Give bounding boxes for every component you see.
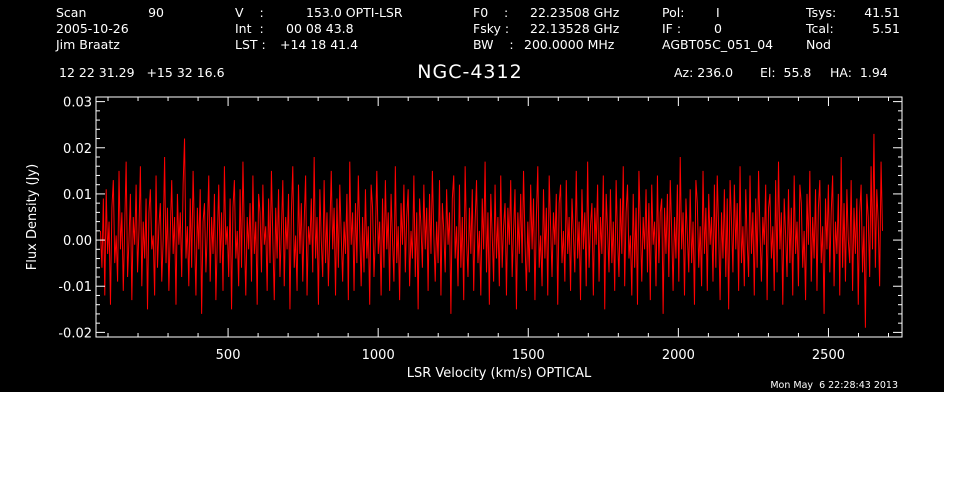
x-tick-label-500: 500 [216,348,241,363]
x-axis-label: LSR Velocity (km/s) OPTICAL [407,366,592,381]
pol-value: I [716,5,720,20]
integration-value: 00 08 43.8 [286,21,354,36]
lst-value: +14 18 41.4 [280,37,359,52]
chart-title: NGC-4312 [417,61,523,83]
x-tick-label-1500: 1500 [512,348,545,363]
series-layer [100,133,883,328]
y-tick-label-5: 0.03 [63,96,92,111]
tsys-label: Tsys: [806,5,837,20]
fsky-label: Fsky : [473,21,510,36]
bandwidth-label: BW : [473,37,514,52]
f0-label: F0 : [473,5,509,20]
observation-date: 2005-10-26 [56,21,129,36]
tcal-label: Tcal: [806,21,834,36]
y-axis-label: Flux Density (Jy) [25,164,40,270]
tsys-value: 41.51 [864,5,900,20]
velocity-label: V : [235,5,264,20]
scan-label: Scan [56,5,87,20]
velocity-value: 153.0 OPTI-LSR [306,5,403,20]
if-value: 0 [714,21,722,36]
lst-label: LST : [235,37,266,52]
y-tick-label-2: 0.00 [63,234,92,249]
y-tick-label-4: 0.02 [63,142,92,157]
project-id: AGBT05C_051_04 [662,37,774,52]
series-line-0 [100,133,883,328]
x-tick-label-1000: 1000 [362,348,395,363]
pol-label: Pol: [662,5,685,20]
plot-timestamp: Mon May 6 22:28:43 2013 [770,380,898,391]
azimuth: Az: 236.0 [674,65,734,80]
bandwidth-value: 200.0000 MHz [524,37,615,52]
observer-name: Jim Braatz [56,37,120,52]
y-tick-label-3: 0.01 [63,188,92,203]
if-label: IF : [662,21,682,36]
integration-label: Int : [235,21,264,36]
y-tick-label-0: -0.02 [58,326,92,341]
fsky-value: 22.13528 GHz [530,21,620,36]
f0-value: 22.23508 GHz [530,5,620,20]
tcal-value: 5.51 [872,21,900,36]
x-tick-label-2500: 2500 [812,348,845,363]
x-axis: 500 1000 1500 2000 2500 [107,97,889,363]
spectrum-chart: 500 1000 1500 2000 2500 -0.02 -0.01 0.00 0.01 0.… [25,96,903,381]
x-tick-label-2000: 2000 [662,348,695,363]
plot-frame [95,96,903,338]
y-tick-label-1: -0.01 [58,280,92,295]
observing-mode: Nod [806,37,831,52]
source-coordinates: 12 22 31.29 +15 32 16.6 [59,65,225,80]
elevation: El: 55.8 [760,65,812,80]
hour-angle: HA: 1.94 [830,65,888,80]
y-axis: -0.02 -0.01 0.00 0.01 0.02 0.03 [58,96,902,341]
spectrum-panel: Scan 90 2005-10-26 Jim Braatz V : 153.0 … [0,0,944,392]
scan-value: 90 [148,5,164,20]
